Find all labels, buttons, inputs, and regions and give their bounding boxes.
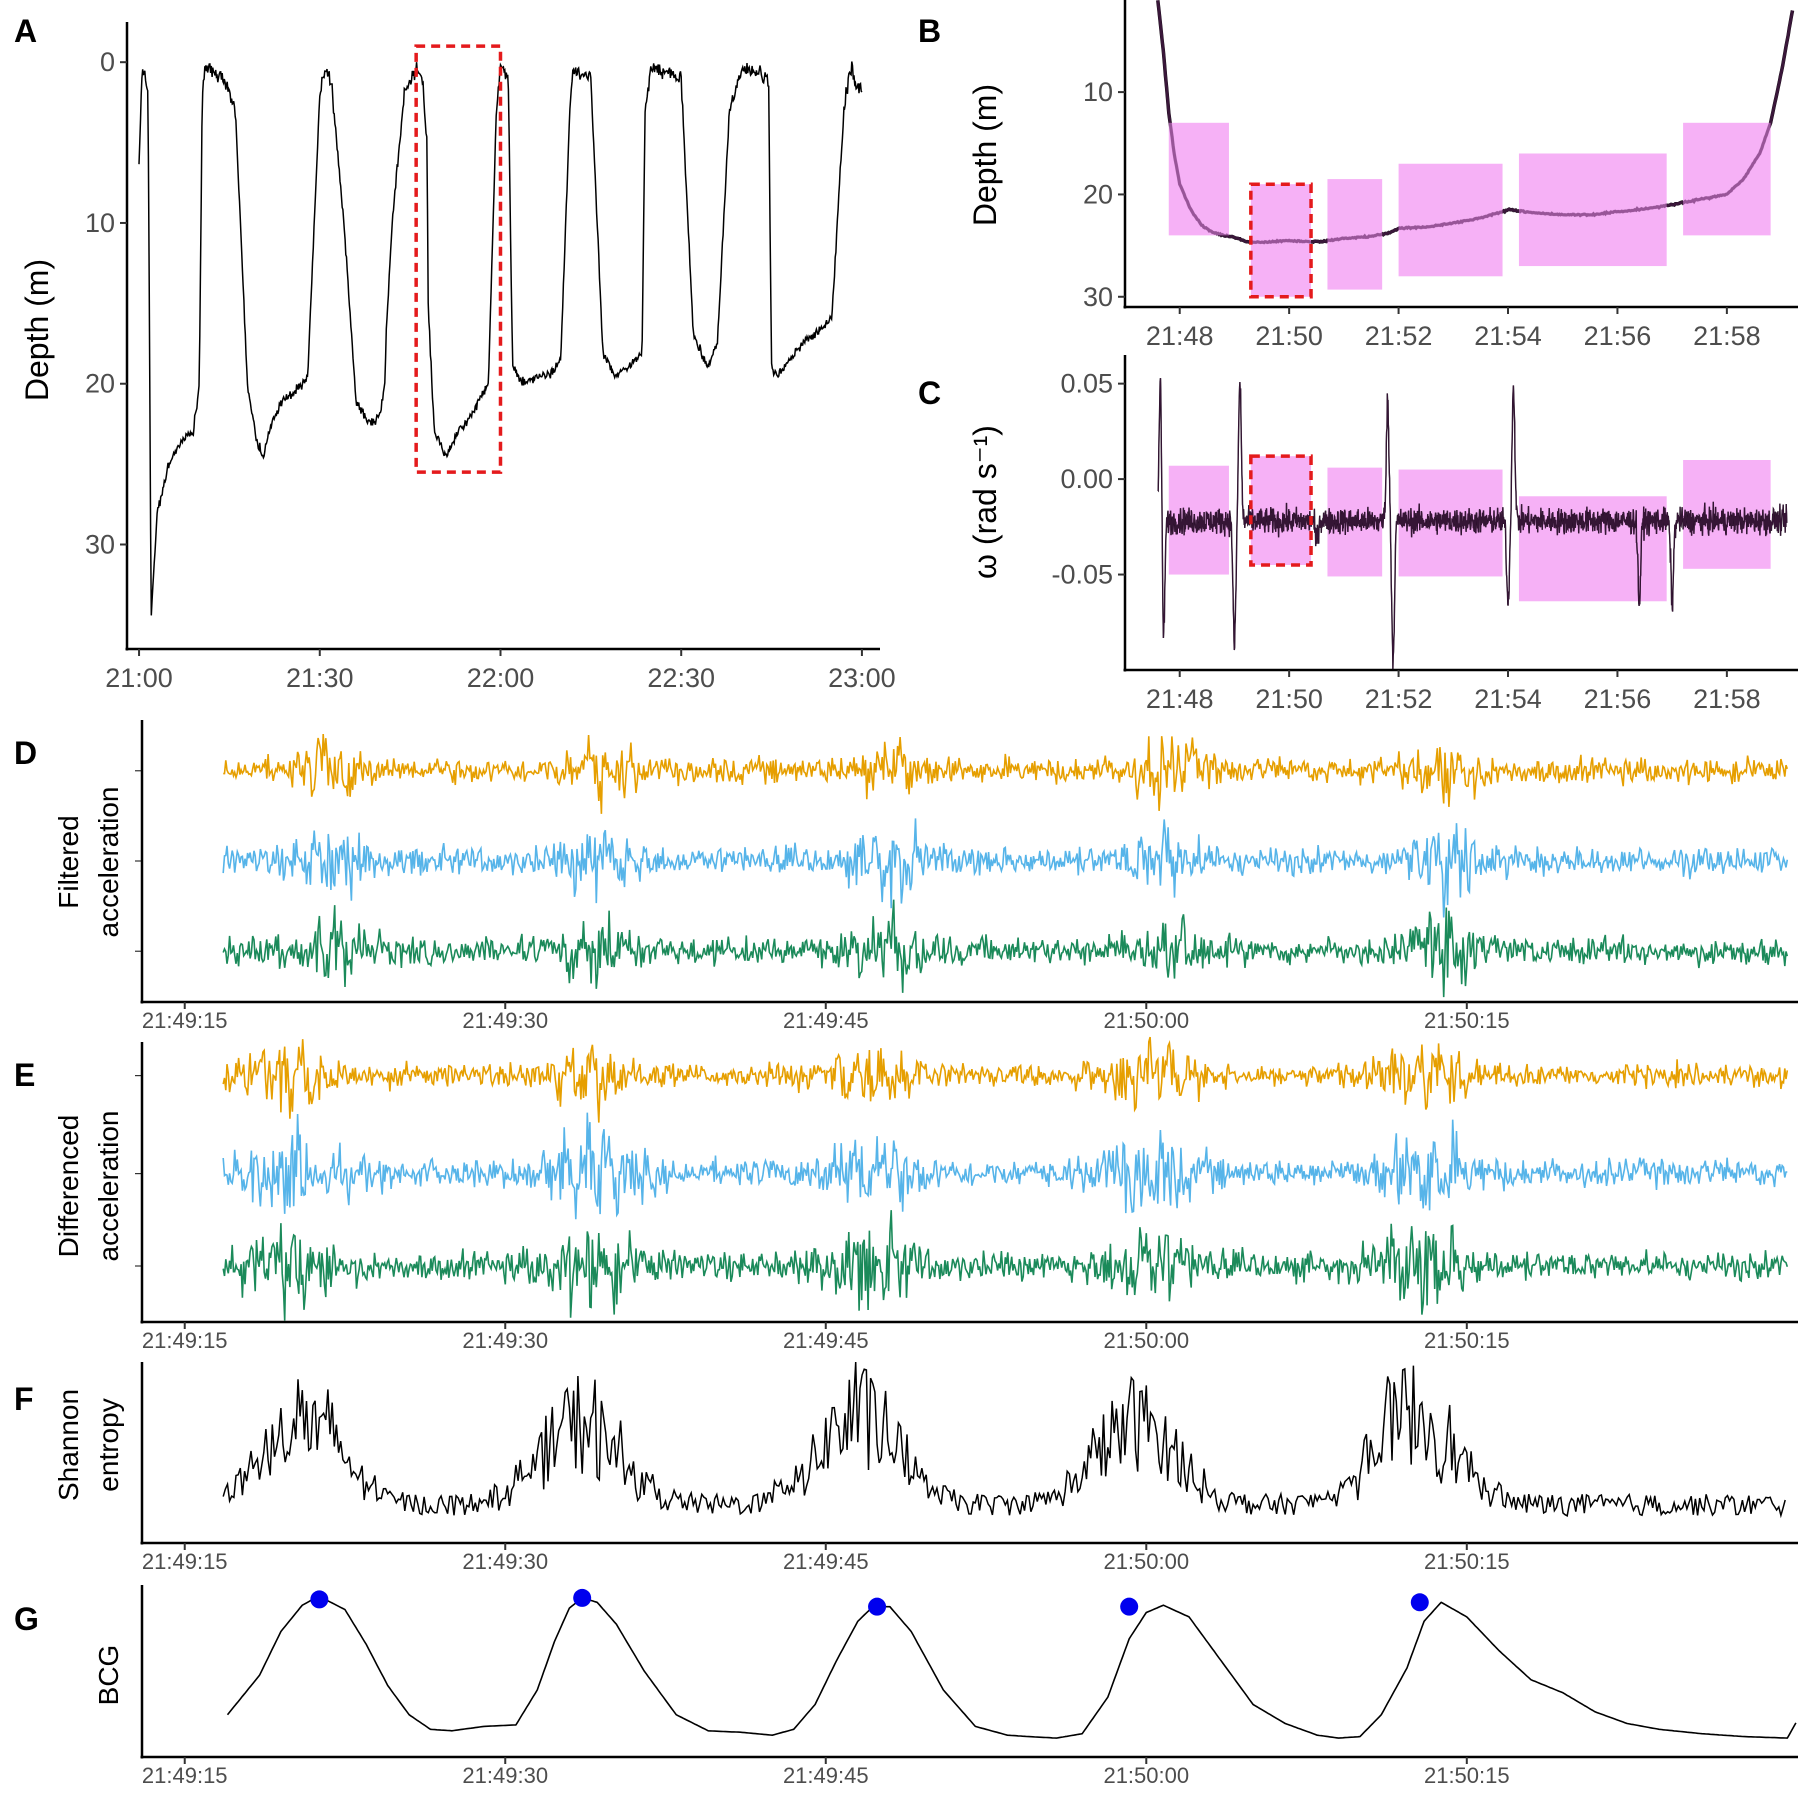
panel-a-y-axis-title: Depth (m)	[19, 259, 55, 401]
panel-c-x-tick-label: 21:58	[1693, 684, 1761, 714]
panel-e-accel-y-series	[222, 1112, 1788, 1220]
panel-d-y-axis-title-line2: acceleration	[93, 787, 124, 938]
panel-c-angular-velocity: C ω (rad s⁻¹) 21:48 21:50 21:52 21:54 21:56 2…	[918, 355, 1798, 714]
panel-b-x-tick-label: 21:50	[1255, 321, 1323, 351]
panel-b-dive-depth: B Depth (m) 21:48 21:50 21:52 21:54 21:56 21:…	[918, 0, 1798, 351]
panel-a-x-tick-label: 23:00	[828, 663, 896, 693]
panel-a-y-tick-label: 20	[85, 369, 115, 399]
panel-g-x-tick-label: 21:50:15	[1424, 1763, 1510, 1788]
panel-f-x-tick-label: 21:50:00	[1103, 1549, 1189, 1574]
panel-f-x-tick-label: 21:50:15	[1424, 1549, 1510, 1574]
panel-e-x-tick-label: 21:50:00	[1103, 1328, 1189, 1353]
panel-d-accel-y-series	[222, 818, 1789, 918]
panel-a-y-tick-label: 30	[85, 530, 115, 560]
panel-d-filtered-acceleration: D Filtered acceleration 21:49:15 21:49:30…	[14, 720, 1798, 1033]
panel-a-x-tick-label: 21:00	[105, 663, 173, 693]
panel-a-x-tick-label: 22:00	[467, 663, 535, 693]
panel-f-entropy-series	[222, 1361, 1786, 1519]
panel-d-y-axis-title-line1: Filtered	[53, 815, 84, 908]
panel-f-shannon-entropy: F Shannon entropy 21:49:15 21:49:30 21:49:…	[14, 1361, 1798, 1574]
panel-g-x-tick-label: 21:49:45	[783, 1763, 869, 1788]
panel-b-letter: B	[918, 13, 941, 49]
panel-c-x-tick-label: 21:54	[1474, 684, 1542, 714]
panel-a-depth-series	[138, 61, 863, 616]
panel-e-y-axis-title-line2: acceleration	[93, 1111, 124, 1262]
panel-g-y-axis-title: BCG	[93, 1645, 124, 1706]
panel-b-y-tick-label: 10	[1083, 77, 1113, 107]
panel-c-letter: C	[918, 375, 941, 411]
panel-g-x-tick-label: 21:49:15	[142, 1763, 228, 1788]
panel-b-y-tick-label: 30	[1083, 282, 1113, 312]
panel-g-letter: G	[14, 1601, 39, 1637]
panel-a-x-tick-label: 22:30	[647, 663, 715, 693]
panel-d-x-tick-label: 21:50:00	[1103, 1008, 1189, 1033]
panel-c-x-tick-label: 21:56	[1584, 684, 1652, 714]
panel-c-x-tick-label: 21:52	[1365, 684, 1433, 714]
panel-e-x-tick-label: 21:49:45	[783, 1328, 869, 1353]
panel-g-peak-marker	[1410, 1593, 1429, 1612]
panel-c-x-tick-label: 21:50	[1255, 684, 1323, 714]
panel-e-letter: E	[14, 1057, 35, 1093]
panel-f-y-axis-title-line1: Shannon	[53, 1389, 84, 1501]
panel-c-y-tick-label: -0.05	[1051, 560, 1113, 590]
panel-b-x-tick-label: 21:48	[1146, 321, 1214, 351]
panel-c-omega-series-tint	[1157, 378, 1788, 670]
panel-e-x-tick-label: 21:50:15	[1424, 1328, 1510, 1353]
panel-d-x-tick-label: 21:50:15	[1424, 1008, 1510, 1033]
panel-b-shaded-window	[1327, 179, 1383, 290]
panel-g-bcg: G BCG 21:49:15 21:49:30 21:49:45 21:50:00 21…	[14, 1585, 1798, 1788]
panel-b-x-tick-label: 21:58	[1693, 321, 1761, 351]
panel-d-x-tick-label: 21:49:30	[462, 1008, 548, 1033]
panel-e-x-tick-label: 21:49:30	[462, 1328, 548, 1353]
panel-a-y-tick-label: 0	[100, 47, 115, 77]
panel-g-x-tick-label: 21:50:00	[1103, 1763, 1189, 1788]
panel-a-highlight-box	[414, 44, 503, 474]
panel-b-x-tick-label: 21:54	[1474, 321, 1542, 351]
panel-d-accel-z-series	[222, 899, 1789, 998]
panel-e-accel-z-series	[222, 1210, 1789, 1321]
panel-f-letter: F	[14, 1381, 34, 1417]
panel-d-x-tick-label: 21:49:45	[783, 1008, 869, 1033]
panel-a-letter: A	[14, 13, 37, 49]
panel-f-x-tick-label: 21:49:30	[462, 1549, 548, 1574]
panel-e-y-axis-title-line1: Differenced	[53, 1115, 84, 1258]
panel-b-depth-series-tint	[1156, 0, 1794, 245]
panel-b-highlight-box	[1249, 182, 1313, 299]
panel-g-peak-marker	[573, 1588, 592, 1607]
panel-d-accel-x-series	[223, 733, 1789, 814]
panel-e-differenced-acceleration: E Differenced acceleration 21:49:15 21:49…	[14, 1036, 1798, 1353]
panel-c-y-tick-label: 0.00	[1060, 464, 1113, 494]
panel-c-x-tick-label: 21:48	[1146, 684, 1214, 714]
panel-f-y-axis-title-line2: entropy	[93, 1398, 124, 1491]
panel-b-y-tick-label: 20	[1083, 179, 1113, 209]
panel-g-peak-marker	[310, 1590, 329, 1609]
panel-c-shaded-window	[1683, 460, 1771, 569]
panel-b-y-axis-title: Depth (m)	[967, 84, 1003, 226]
panel-b-shaded-window	[1683, 122, 1771, 236]
panel-c-y-tick-label: 0.05	[1060, 369, 1113, 399]
panel-d-letter: D	[14, 735, 37, 771]
panel-a-y-tick-label: 10	[85, 208, 115, 238]
panel-e-accel-x-series	[222, 1036, 1789, 1123]
panel-f-x-tick-label: 21:49:15	[142, 1549, 228, 1574]
panel-b-x-tick-label: 21:52	[1365, 321, 1433, 351]
panel-a-depth-profile: A Depth (m) 21:00 21:30 22:00 22:30 23:00 0 10…	[14, 13, 896, 693]
panel-g-x-tick-label: 21:49:30	[462, 1763, 548, 1788]
panel-g-bcg-series	[226, 1597, 1797, 1739]
panel-c-highlight-box	[1249, 454, 1313, 567]
panel-a-x-tick-label: 21:30	[286, 663, 354, 693]
panel-g-peak-marker	[1120, 1597, 1139, 1616]
panel-d-x-tick-label: 21:49:15	[142, 1008, 228, 1033]
panel-b-x-tick-label: 21:56	[1584, 321, 1652, 351]
panel-b-shaded-window	[1398, 163, 1503, 277]
panel-e-x-tick-label: 21:49:15	[142, 1328, 228, 1353]
panel-c-y-axis-title: ω (rad s⁻¹)	[967, 425, 1003, 579]
panel-g-peak-marker	[868, 1597, 887, 1616]
panel-f-x-tick-label: 21:49:45	[783, 1549, 869, 1574]
